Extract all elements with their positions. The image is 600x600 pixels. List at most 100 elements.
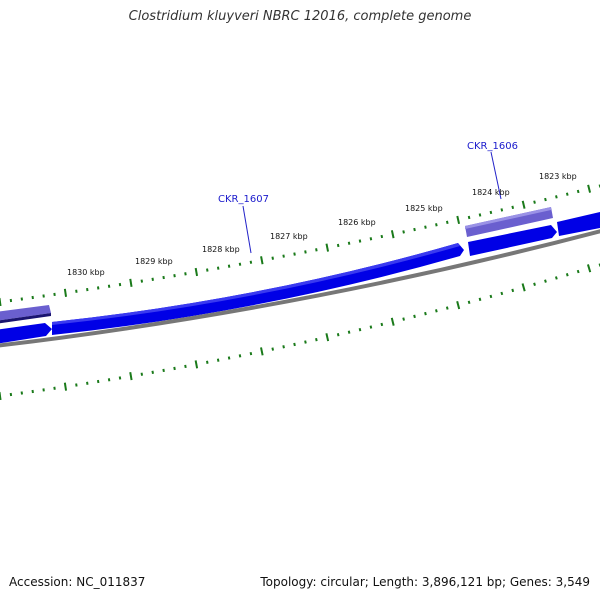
inner-ring-minor-tick <box>533 282 536 286</box>
inner-ring-major-tick <box>325 333 330 342</box>
tick-label-1823: 1823 kbp <box>539 172 577 181</box>
outer-ring-minor-tick <box>206 268 209 272</box>
forward-gene-ckr1607[interactable] <box>52 243 464 335</box>
forward-gene-ckr1607-highlight <box>52 243 460 325</box>
inner-ring-minor-tick <box>315 337 318 342</box>
outer-ring-minor-tick <box>216 266 220 270</box>
inner-ring-major-tick <box>456 301 461 310</box>
outer-ring-minor-tick <box>511 205 515 210</box>
inner-ring-major-tick <box>63 382 68 391</box>
outer-ring-minor-tick <box>293 252 296 256</box>
outer-ring-major-tick <box>260 256 264 265</box>
outer-ring-major-tick <box>194 267 199 277</box>
inner-ring-minor-tick <box>238 354 242 358</box>
leader-ckr1606 <box>490 151 502 200</box>
inner-ring-minor-tick <box>413 314 416 319</box>
outer-ring-minor-tick <box>544 197 547 202</box>
outer-ring-minor-tick <box>424 225 427 229</box>
inner-ring-minor-tick <box>554 276 558 280</box>
forward-gene-right2[interactable] <box>557 212 600 236</box>
inner-ring-minor-tick <box>184 364 187 369</box>
reverse-gene-ckr1606[interactable] <box>465 207 553 237</box>
gene-label-ckr1607[interactable]: CKR_1607 <box>218 194 269 205</box>
outer-ring-minor-tick <box>315 248 318 252</box>
inner-ring-major-tick <box>194 360 199 369</box>
outer-ring-minor-tick <box>413 227 416 232</box>
outer-ring-minor-tick <box>478 213 482 217</box>
outer-ring-major-tick <box>456 215 461 225</box>
inner-ring-major-tick <box>129 372 133 381</box>
inner-ring-minor-tick <box>140 372 144 376</box>
inner-ring-minor-tick <box>369 325 373 329</box>
inner-ring-minor-tick <box>511 288 515 293</box>
inner-ring-minor-tick <box>293 342 296 347</box>
outer-ring-minor-tick <box>402 230 405 234</box>
inner-ring-minor-tick <box>358 327 362 332</box>
inner-ring-minor-tick <box>576 269 580 274</box>
outer-ring-major-tick <box>0 297 2 307</box>
outer-ring-minor-tick <box>227 264 231 268</box>
outer-ring-minor-tick <box>489 210 493 215</box>
inner-ring-minor-tick <box>544 279 547 283</box>
gene-label-ckr1606[interactable]: CKR_1606 <box>467 141 518 152</box>
inner-ring-minor-tick <box>227 356 231 360</box>
inner-tick-ring <box>0 263 600 401</box>
outer-ring-minor-tick <box>445 220 449 225</box>
outer-ring-minor-tick <box>336 243 340 248</box>
inner-ring-minor-tick <box>206 360 209 364</box>
tick-label-1828: 1828 kbp <box>202 245 240 254</box>
outer-ring-minor-tick <box>249 260 253 264</box>
inner-ring-minor-tick <box>347 330 351 334</box>
map-title: Clostridium kluyveri NBRC 12016, complet… <box>128 9 472 24</box>
outer-ring-major-tick <box>587 184 592 193</box>
reverse-gene-ckr1606-top <box>465 207 551 229</box>
inner-ring-minor-tick <box>304 340 307 344</box>
tick-label-1830: 1830 kbp <box>67 268 105 277</box>
outer-ring-minor-tick <box>467 215 471 220</box>
inner-ring-minor-tick <box>565 273 569 277</box>
inner-ring-minor-tick <box>424 311 427 316</box>
outer-ring-minor-tick <box>304 250 307 254</box>
inner-ring-minor-tick <box>249 351 253 356</box>
inner-ring-major-tick <box>0 391 2 401</box>
forward-gene-right1[interactable] <box>468 225 557 256</box>
outer-ring-minor-tick <box>500 208 504 212</box>
tick-label-1829: 1829 kbp <box>135 257 173 266</box>
outer-ring-minor-tick <box>435 223 438 227</box>
reverse-gene-left[interactable] <box>0 305 51 321</box>
inner-ring-minor-tick <box>271 347 275 351</box>
outer-ring-minor-tick <box>347 241 351 245</box>
inner-ring-minor-tick <box>282 345 285 349</box>
tick-label-1824: 1824 kbp <box>472 188 510 197</box>
outer-ring-minor-tick <box>184 272 187 276</box>
inner-ring-minor-tick <box>435 309 438 313</box>
tick-label-1825: 1825 kbp <box>405 204 443 213</box>
inner-ring-minor-tick <box>489 294 493 299</box>
inner-ring-major-tick <box>586 264 592 273</box>
inner-ring-major-tick <box>390 317 395 326</box>
outer-ring-minor-tick <box>533 200 536 204</box>
inner-ring-minor-tick <box>380 322 384 327</box>
accession-text: Accession: NC_011837 <box>9 575 146 589</box>
forward-gene-left[interactable] <box>0 323 52 344</box>
outer-ring-minor-tick <box>358 239 362 243</box>
inner-ring-minor-tick <box>500 291 504 296</box>
outer-ring-minor-tick <box>369 237 373 241</box>
inner-ring-minor-tick <box>336 333 340 337</box>
leader-ckr1607 <box>242 205 252 254</box>
outer-ring-minor-tick <box>576 189 580 194</box>
inner-ring-minor-tick <box>445 306 449 310</box>
tick-label-1826: 1826 kbp <box>338 218 376 227</box>
outer-ring-minor-tick <box>271 256 274 260</box>
inner-ring-major-tick <box>521 283 526 292</box>
outer-ring-minor-tick <box>282 254 285 258</box>
inner-ring-minor-tick <box>216 358 220 362</box>
outer-ring-minor-tick <box>555 195 558 199</box>
outer-ring-minor-tick <box>565 192 569 196</box>
inner-ring-minor-tick <box>402 317 405 321</box>
outer-ring-major-tick <box>521 200 526 209</box>
inner-ring-major-tick <box>260 347 264 356</box>
outer-ring-minor-tick <box>380 234 384 239</box>
outer-ring-minor-tick <box>238 262 242 266</box>
